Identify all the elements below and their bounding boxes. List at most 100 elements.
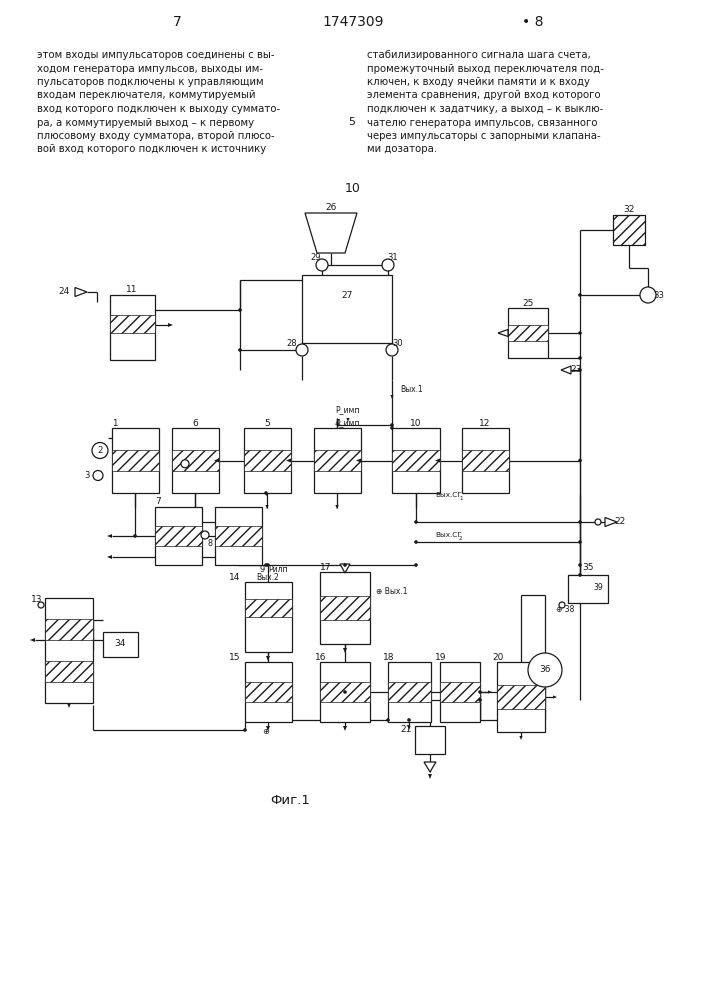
- Circle shape: [382, 259, 394, 271]
- Circle shape: [386, 344, 398, 356]
- Text: 5: 5: [264, 418, 270, 428]
- Text: ми дозатора.: ми дозатора.: [367, 144, 437, 154]
- Text: стабилизированного сигнала шага счета,: стабилизированного сигнала шага счета,: [367, 50, 591, 60]
- Circle shape: [407, 718, 411, 722]
- Circle shape: [92, 442, 108, 458]
- Text: ходом генератора импульсов, выходы им-: ходом генератора импульсов, выходы им-: [37, 64, 263, 74]
- Circle shape: [201, 531, 209, 539]
- Circle shape: [133, 534, 136, 538]
- Text: 8: 8: [208, 538, 213, 548]
- Text: подключен к задатчику, а выход – к выклю-: подключен к задатчику, а выход – к выклю…: [367, 104, 603, 114]
- Text: входам переключателя, коммутируемый: входам переключателя, коммутируемый: [37, 91, 255, 101]
- Text: 13: 13: [30, 595, 42, 604]
- Bar: [45, 598, 93, 703]
- Text: 2: 2: [98, 446, 103, 455]
- Bar: [45, 661, 93, 682]
- Polygon shape: [605, 518, 617, 526]
- Circle shape: [414, 520, 418, 524]
- Text: 25: 25: [522, 300, 534, 308]
- Circle shape: [578, 540, 582, 544]
- Bar: [155, 507, 202, 565]
- Polygon shape: [340, 564, 350, 573]
- Circle shape: [386, 718, 390, 722]
- Text: 32: 32: [624, 206, 635, 215]
- Polygon shape: [265, 505, 269, 509]
- Polygon shape: [343, 648, 347, 653]
- Circle shape: [343, 563, 347, 567]
- Polygon shape: [561, 366, 571, 374]
- Bar: [508, 308, 548, 358]
- Text: 1: 1: [112, 418, 117, 428]
- Text: 20: 20: [492, 654, 503, 662]
- Bar: [245, 662, 292, 722]
- Bar: [244, 428, 291, 493]
- Bar: [320, 596, 370, 620]
- Bar: [388, 682, 431, 702]
- Text: 19: 19: [436, 654, 447, 662]
- Circle shape: [578, 331, 582, 335]
- Text: через импульсаторы с запорными клапана-: через импульсаторы с запорными клапана-: [367, 131, 601, 141]
- Circle shape: [578, 356, 582, 360]
- Text: ра, а коммутируемый выход – к первому: ра, а коммутируемый выход – к первому: [37, 117, 254, 127]
- Text: 1: 1: [459, 496, 462, 502]
- Text: 34: 34: [115, 640, 126, 648]
- Polygon shape: [553, 695, 557, 699]
- Circle shape: [264, 563, 268, 567]
- Text: 23: 23: [571, 365, 582, 374]
- Polygon shape: [428, 774, 432, 779]
- Text: 21: 21: [401, 726, 412, 734]
- Text: 14: 14: [228, 574, 240, 582]
- Bar: [568, 575, 608, 603]
- Text: Вых.1: Вых.1: [400, 385, 423, 394]
- Circle shape: [578, 293, 582, 297]
- Circle shape: [316, 259, 328, 271]
- Circle shape: [38, 602, 44, 608]
- Bar: [244, 450, 291, 471]
- Bar: [245, 599, 292, 617]
- Bar: [112, 450, 159, 471]
- Bar: [215, 507, 262, 565]
- Text: 7: 7: [155, 497, 160, 506]
- Text: 29: 29: [311, 253, 321, 262]
- Polygon shape: [346, 418, 349, 422]
- Text: Вых.СГ: Вых.СГ: [435, 532, 462, 538]
- Text: Рилп: Рилп: [268, 564, 288, 574]
- Bar: [172, 450, 219, 471]
- Text: 39: 39: [593, 584, 603, 592]
- Text: 6: 6: [192, 418, 198, 428]
- Circle shape: [578, 520, 582, 524]
- Text: 12: 12: [479, 418, 491, 428]
- Text: Р_имп: Р_имп: [336, 406, 361, 414]
- Text: этом входы импульсаторов соединены с вы-: этом входы импульсаторов соединены с вы-: [37, 50, 274, 60]
- Text: 7: 7: [173, 15, 182, 29]
- Text: чателю генератора импульсов, связанного: чателю генератора импульсов, связанного: [367, 117, 597, 127]
- Polygon shape: [488, 690, 492, 694]
- Text: 36: 36: [539, 666, 551, 674]
- Bar: [245, 682, 292, 702]
- Text: 2: 2: [459, 536, 462, 542]
- Polygon shape: [266, 726, 270, 731]
- Bar: [320, 662, 370, 722]
- Polygon shape: [107, 534, 112, 538]
- Text: 27: 27: [341, 290, 353, 300]
- Text: плюсовому входу сумматора, второй плюсо-: плюсовому входу сумматора, второй плюсо-: [37, 131, 274, 141]
- Polygon shape: [286, 458, 291, 462]
- Polygon shape: [520, 736, 522, 740]
- Text: 5: 5: [349, 117, 356, 127]
- Circle shape: [595, 519, 601, 525]
- Circle shape: [238, 348, 242, 352]
- Bar: [302, 275, 392, 343]
- Text: ⊕ Вых.1: ⊕ Вых.1: [376, 587, 407, 596]
- Text: 30: 30: [392, 340, 403, 349]
- Circle shape: [559, 602, 565, 608]
- Text: 15: 15: [228, 654, 240, 662]
- Polygon shape: [75, 288, 87, 296]
- Bar: [440, 662, 480, 722]
- Bar: [320, 572, 370, 644]
- Bar: [392, 450, 440, 471]
- Text: 28: 28: [286, 340, 298, 349]
- Bar: [508, 325, 548, 341]
- Bar: [314, 450, 361, 471]
- Polygon shape: [266, 656, 270, 661]
- Circle shape: [296, 344, 308, 356]
